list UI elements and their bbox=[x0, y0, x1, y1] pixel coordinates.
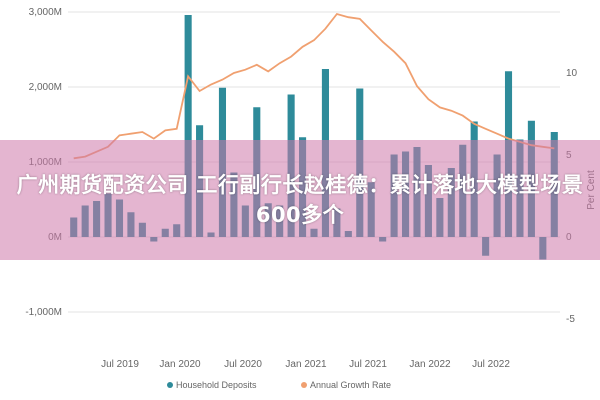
x-tick-label: Jul 2021 bbox=[349, 359, 387, 370]
x-tick-label: Jul 2019 bbox=[101, 359, 139, 370]
x-tick-label: Jul 2022 bbox=[472, 359, 510, 370]
legend-marker-annual-growth-rate bbox=[301, 382, 307, 388]
x-tick-label: Jan 2021 bbox=[285, 359, 327, 370]
legend-marker-household-deposits bbox=[167, 382, 173, 388]
legend-label: Household Deposits bbox=[176, 380, 257, 390]
left-tick-label: 3,000M bbox=[29, 7, 62, 18]
right-tick-label: -5 bbox=[566, 314, 575, 325]
right-tick-label: 10 bbox=[566, 68, 578, 79]
headline: 广州期货配资公司 工行副行长赵桂德：累计落地大模型场景600多个 bbox=[16, 173, 584, 227]
headline-banner: 广州期货配资公司 工行副行长赵桂德：累计落地大模型场景600多个 bbox=[0, 140, 600, 260]
x-tick-label: Jan 2020 bbox=[159, 359, 201, 370]
legend-label: Annual Growth Rate bbox=[310, 380, 391, 390]
left-tick-label: -1,000M bbox=[25, 307, 62, 318]
x-tick-label: Jan 2022 bbox=[409, 359, 451, 370]
bar-household-deposits bbox=[184, 15, 192, 237]
left-tick-label: 2,000M bbox=[29, 82, 62, 93]
line-annual-growth-rate bbox=[73, 12, 555, 160]
x-tick-label: Jul 2020 bbox=[224, 359, 262, 370]
